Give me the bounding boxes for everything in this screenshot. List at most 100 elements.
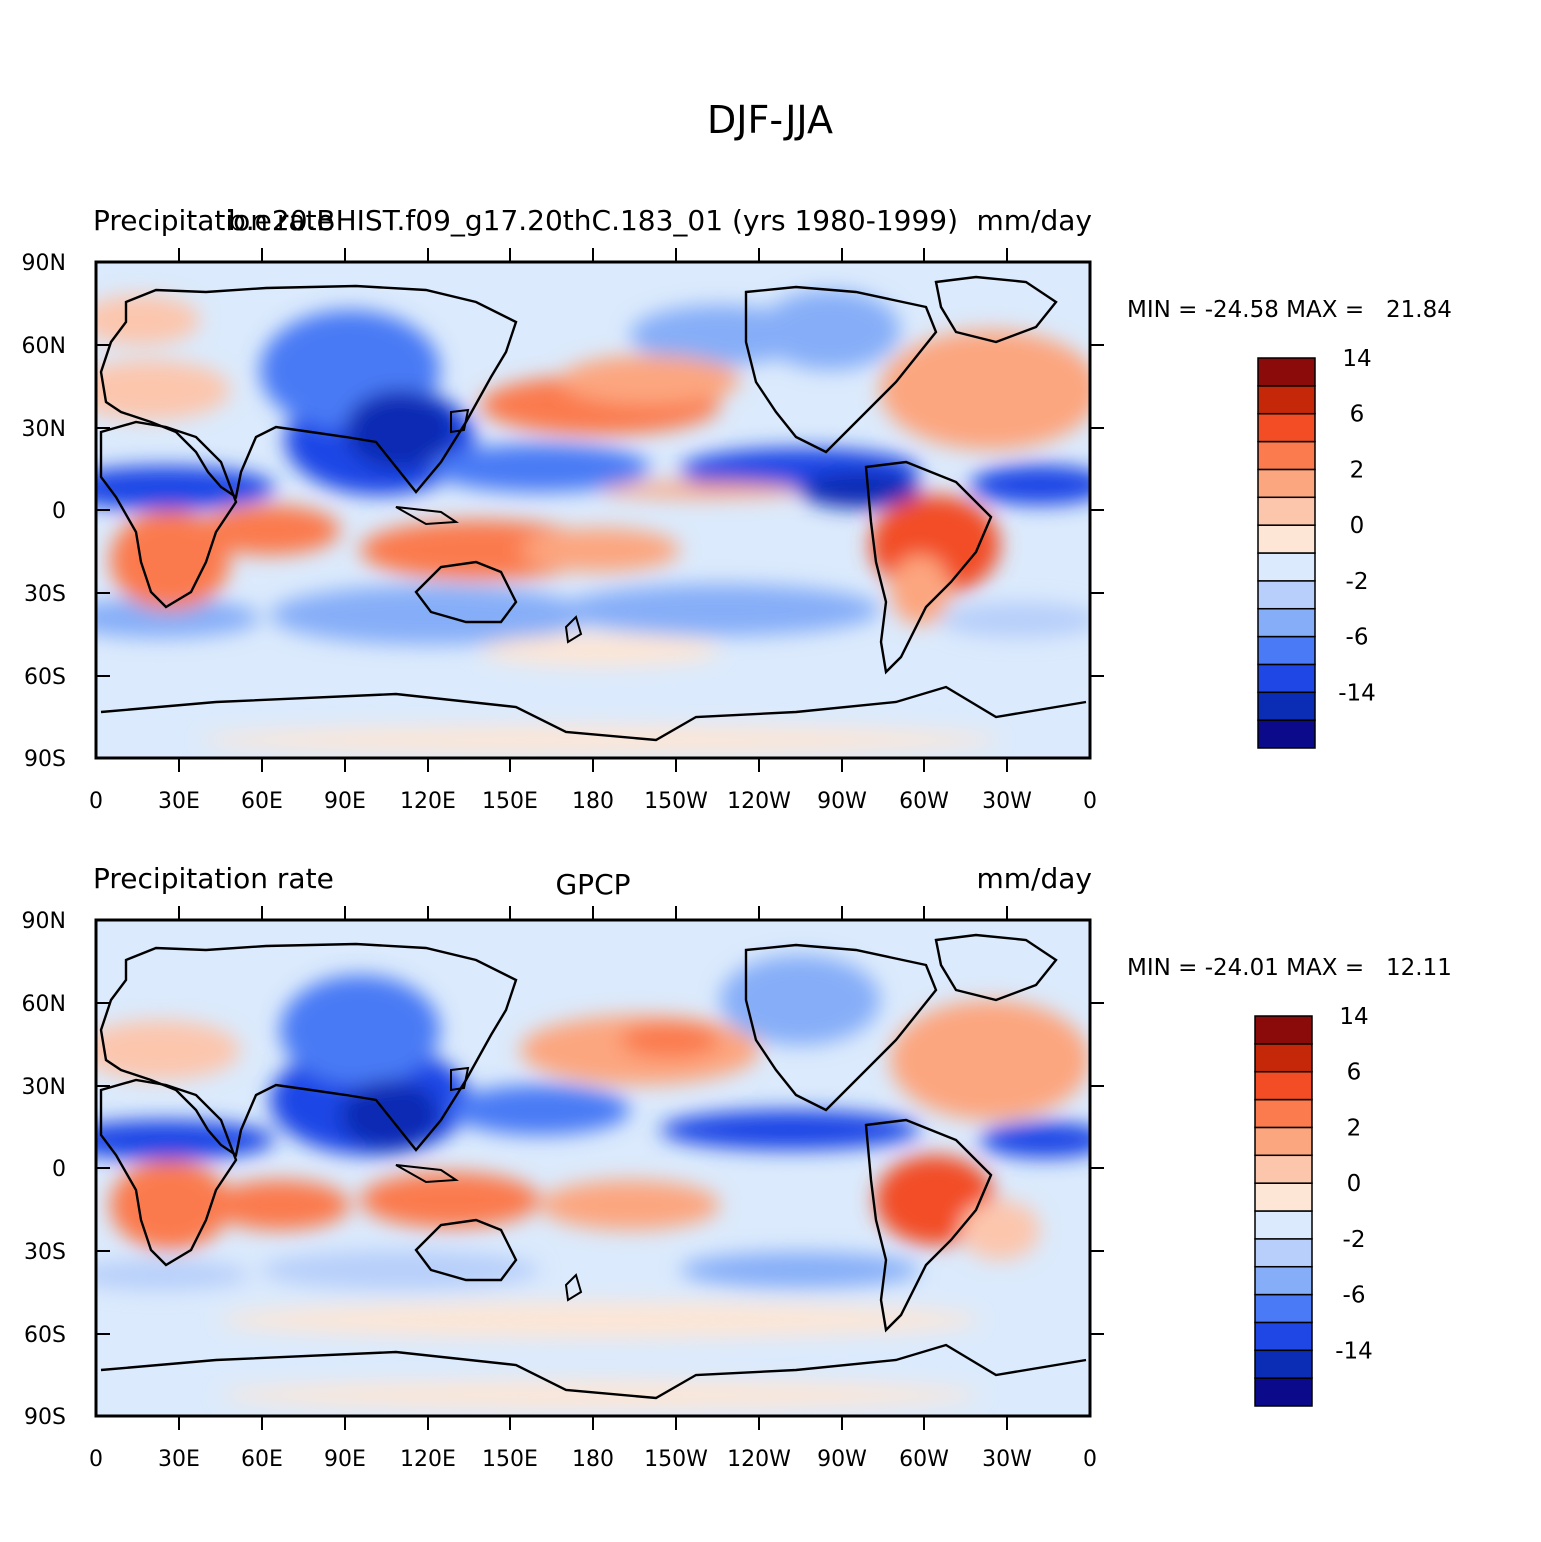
lon-label: 180 (572, 1447, 614, 1472)
lon-label: 120E (400, 1447, 456, 1472)
colorbar-swatch (1257, 607, 1316, 638)
lon-label: 90E (324, 1447, 366, 1472)
colorbar-label: 6 (1347, 1060, 1362, 1086)
colorbar-swatch (1257, 524, 1316, 554)
lat-label: 60S (24, 1323, 66, 1348)
lon-label: 60W (899, 789, 949, 814)
panel-2-center-title: GPCP (555, 868, 630, 901)
colorbar-swatch (1254, 1238, 1313, 1268)
panel-2-lat-labels: 90N 60N 30N 0 30S 60S 90S (22, 909, 66, 1430)
colorbar-label: 2 (1347, 1115, 1362, 1141)
panel-1-lon-labels: 0 30E 60E 90E 120E 150E 180 150W 120W 90… (89, 789, 1097, 814)
lon-label: 180 (572, 789, 614, 814)
colorbar-label: 0 (1350, 513, 1365, 539)
lon-label: 0 (89, 1447, 103, 1472)
lon-label: 30W (982, 789, 1032, 814)
colorbar-swatch (1254, 1043, 1313, 1073)
colorbar-label: -6 (1343, 1283, 1366, 1309)
colorbar-swatch (1257, 440, 1316, 471)
colorbar-swatch (1254, 1377, 1313, 1407)
colorbar-swatch (1254, 1126, 1313, 1157)
lon-label: 60E (241, 789, 283, 814)
colorbar-swatch (1257, 719, 1316, 749)
lat-label: 90N (22, 909, 66, 934)
lat-label: 90S (24, 747, 66, 772)
colorbar-swatch (1257, 580, 1316, 610)
colorbar-swatch (1254, 1210, 1313, 1240)
colorbar-swatch (1257, 691, 1316, 721)
panel-1-right-title: mm/day (977, 204, 1093, 237)
colorbar-label: -6 (1346, 625, 1369, 651)
lat-label: 30S (24, 582, 66, 607)
panel-1-lat-labels: 90N 60N 30N 0 30S 60S 90S (22, 251, 66, 772)
panel-1-left-title: Precipitation rate (93, 204, 334, 237)
panel-2-min-max: MIN = -24.01 MAX = 12.11 (1127, 955, 1452, 981)
colorbar-swatch (1257, 468, 1316, 499)
lon-label: 90W (817, 789, 867, 814)
lon-label: 30W (982, 1447, 1032, 1472)
lon-label: 150W (644, 1447, 708, 1472)
colorbar-swatch (1254, 1098, 1313, 1129)
lat-label: 0 (52, 1157, 66, 1182)
lon-label: 60E (241, 1447, 283, 1472)
panel-1: Precipitation rate b.e20.BHIST.f09_g17.2… (22, 204, 1452, 814)
figure-title: DJF-JJA (707, 98, 833, 142)
colorbar-swatch (1254, 1182, 1313, 1212)
colorbar-swatch (1257, 496, 1316, 526)
lon-label: 90E (324, 789, 366, 814)
lon-label: 90W (817, 1447, 867, 1472)
panel-2-map (96, 920, 1090, 1416)
lat-label: 60N (22, 334, 66, 359)
lon-label: 0 (89, 789, 103, 814)
colorbar-swatch (1257, 412, 1316, 443)
colorbar-label: 2 (1350, 457, 1365, 483)
lon-label: 120W (727, 1447, 791, 1472)
lon-label: 60W (899, 1447, 949, 1472)
panel-2: Precipitation rate GPCP mm/day (22, 862, 1452, 1472)
colorbar-label: 6 (1350, 402, 1365, 428)
colorbar-swatch (1254, 1349, 1313, 1379)
lat-label: 60S (24, 665, 66, 690)
colorbar-swatch (1254, 1070, 1313, 1101)
colorbar-swatch (1254, 1154, 1313, 1184)
lon-label: 120W (727, 789, 791, 814)
panel-1-map (96, 262, 1090, 758)
panel-1-colorbar: -14 -6 -2 0 2 6 14 (1257, 346, 1376, 749)
panel-2-right-title: mm/day (977, 862, 1093, 895)
lon-label: 30E (158, 1447, 200, 1472)
panel-2-ticks (96, 906, 1104, 1430)
panel-2-left-title: Precipitation rate (93, 862, 334, 895)
colorbar-label: -14 (1335, 1338, 1373, 1364)
lon-label: 120E (400, 789, 456, 814)
colorbar-swatch (1257, 635, 1316, 666)
lat-label: 90S (24, 1405, 66, 1430)
lon-label: 150E (482, 1447, 538, 1472)
lat-label: 90N (22, 251, 66, 276)
panel-2-lon-labels: 0 30E 60E 90E 120E 150E 180 150W 120W 90… (89, 1447, 1097, 1472)
lat-label: 60N (22, 992, 66, 1017)
lon-label: 0 (1083, 1447, 1097, 1472)
colorbar-label: 14 (1342, 346, 1371, 372)
colorbar-swatch (1257, 385, 1316, 415)
colorbar-swatch (1257, 552, 1316, 582)
lon-label: 150E (482, 789, 538, 814)
lat-label: 30N (22, 417, 66, 442)
lat-label: 0 (52, 499, 66, 524)
lon-label: 30E (158, 789, 200, 814)
colorbar-swatch (1254, 1293, 1313, 1324)
colorbar-label: -14 (1338, 680, 1376, 706)
lon-label: 0 (1083, 789, 1097, 814)
colorbar-swatch (1254, 1321, 1313, 1352)
colorbar-label: -2 (1346, 569, 1369, 595)
lat-label: 30N (22, 1075, 66, 1100)
colorbar-swatch (1254, 1265, 1313, 1296)
lat-label: 30S (24, 1240, 66, 1265)
lon-label: 150W (644, 789, 708, 814)
panel-1-center-title: b.e20.BHIST.f09_g17.20thC.183_01 (yrs 19… (228, 204, 958, 237)
colorbar-swatch (1257, 357, 1316, 387)
colorbar-label: 14 (1339, 1004, 1368, 1030)
colorbar-swatch (1254, 1015, 1313, 1045)
panel-1-min-max: MIN = -24.58 MAX = 21.84 (1127, 297, 1452, 323)
colorbar-label: -2 (1343, 1227, 1366, 1253)
